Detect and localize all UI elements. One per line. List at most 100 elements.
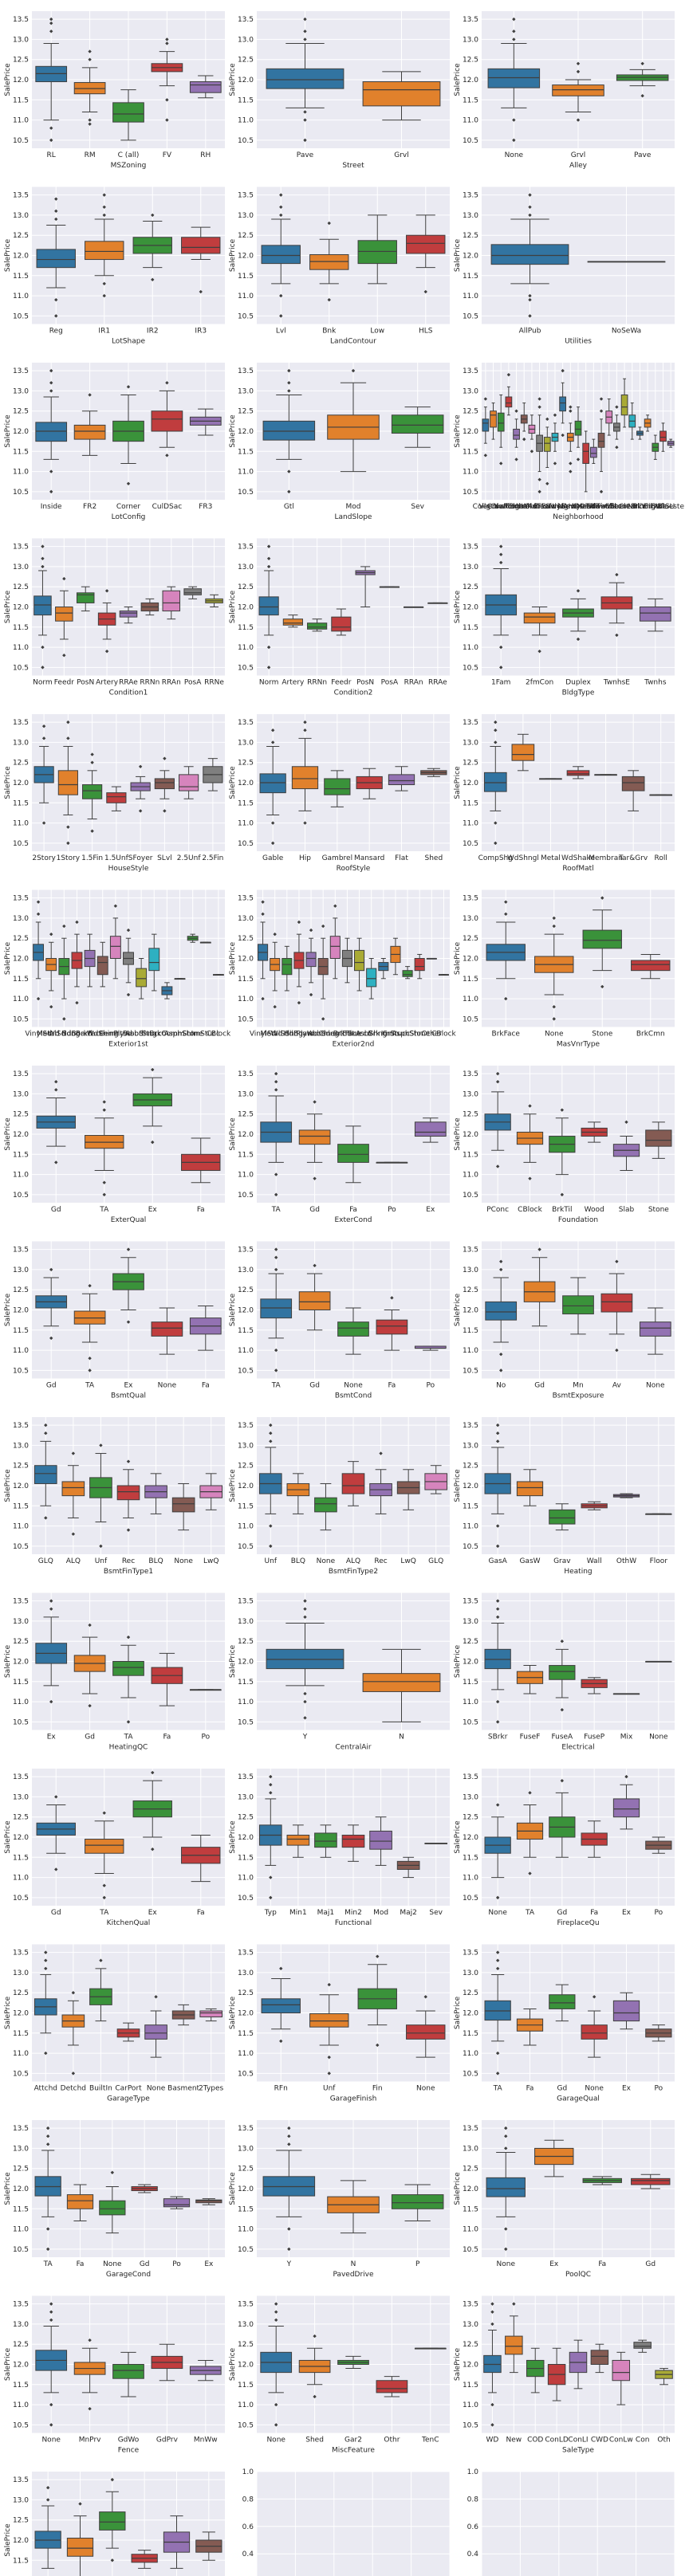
y-axis-label: SalePrice (454, 2172, 462, 2205)
box-attchd (33, 1950, 57, 2056)
y-tick-label: 12.5 (463, 1638, 478, 1646)
flier-point (512, 138, 516, 143)
box-cmentbd (329, 904, 341, 980)
y-axis-label: SalePrice (229, 1117, 237, 1151)
x-axis-label: KitchenQual (107, 1919, 151, 1927)
box-ex (534, 2139, 574, 2177)
x-tick-label: PosA (184, 679, 202, 687)
iqr-box (559, 396, 567, 412)
y-tick-label: 12.5 (13, 1638, 29, 1646)
flier-point (499, 645, 503, 650)
x-tick-label: Y (302, 1734, 308, 1742)
box-noridge (505, 372, 513, 416)
x-tick-label: CollgCr (473, 503, 499, 511)
y-tick-label: 13.5 (238, 2301, 254, 2309)
y-tick-label: 13.5 (13, 1070, 29, 1078)
flier-point (88, 57, 92, 61)
box-fr3 (189, 408, 222, 436)
x-axis-label: GarageCond (106, 2271, 151, 2279)
flier-point (313, 1100, 317, 1104)
y-tick-label: 12.0 (238, 428, 254, 436)
x-tick-label: None (147, 2085, 166, 2093)
flier-point (615, 633, 619, 638)
x-tick-label: Ex (622, 2085, 632, 2093)
flier-point (54, 314, 58, 318)
y-tick-label: 10.5 (238, 1015, 254, 1023)
iqr-box (66, 2194, 94, 2209)
iqr-box (76, 592, 95, 603)
flier-point (75, 920, 79, 925)
box-rrnn (307, 618, 328, 632)
flier-point (499, 461, 503, 465)
y-tick-label: 13.5 (13, 1247, 29, 1255)
x-tick-label: Wood (585, 1206, 604, 1214)
x-tick-label: TA (99, 1206, 109, 1214)
x-tick-label: Ex (47, 1734, 57, 1742)
box-conlw (612, 2351, 631, 2405)
flier-point (88, 1368, 92, 1372)
x-tick-label: Tar&Grv (618, 854, 648, 862)
flier-point (154, 1995, 158, 1999)
iqr-box (376, 1319, 408, 1335)
x-tick-label: Oth (657, 2437, 670, 2444)
flier-point (287, 469, 291, 473)
x-tick-label: NridgHt (549, 503, 577, 511)
flier-point (49, 381, 53, 385)
y-tick-label: 13.5 (238, 1247, 254, 1255)
flier-point (49, 2423, 53, 2427)
iqr-box (181, 237, 221, 254)
flier-point (495, 1599, 500, 1603)
y-tick-label: 11.5 (463, 448, 478, 456)
flier-point (495, 2051, 500, 2056)
x-tick-label: LwQ (400, 1557, 415, 1565)
flier-point (138, 809, 143, 813)
subplot-utilities: 10.5 11.0 11.5 12.0 12.5 13.0 13.5 SalePrice All… (454, 187, 675, 346)
y-axis-label: SalePrice (229, 2172, 237, 2205)
flier-point (36, 900, 41, 904)
iqr-box (549, 1994, 576, 2009)
flier-point (44, 2051, 48, 2056)
iqr-box (612, 2359, 631, 2382)
iqr-box (483, 772, 507, 792)
x-tick-label: RRAe (119, 679, 138, 687)
iqr-box (366, 968, 377, 988)
box-gd (36, 1795, 76, 1871)
iqr-box (414, 958, 425, 972)
y-axis-label: SalePrice (229, 2347, 237, 2381)
x-tick-label: Maj1 (317, 1909, 335, 1917)
box-none (144, 1995, 167, 2058)
x-tick-label: Pave (634, 151, 652, 159)
iqr-box (171, 1497, 195, 1513)
x-tick-label: Somerst (510, 503, 540, 511)
iqr-box (73, 424, 106, 440)
iqr-box (298, 1291, 331, 1311)
flier-point (88, 1357, 92, 1361)
box-othw (612, 1493, 640, 1498)
box-normal (34, 2486, 61, 2569)
subplot-miscfeature: 10.5 11.0 11.5 12.0 12.5 13.0 13.5 SalePrice Non… (229, 2295, 450, 2455)
x-tick-label: GdWo (118, 2437, 140, 2444)
flier-point (54, 1795, 58, 1799)
y-tick-label: 13.5 (238, 544, 254, 552)
y-tick-label: 12.0 (238, 77, 254, 84)
y-axis-label: SalePrice (229, 766, 237, 799)
y-tick-label: 12.5 (463, 1814, 478, 1822)
flier-point (279, 293, 283, 298)
x-axis-label: Exterior2nd (333, 1041, 375, 1049)
flier-point (303, 29, 307, 33)
x-tick-label: FR2 (83, 503, 96, 511)
flier-point (266, 645, 271, 650)
y-tick-label: 10.5 (13, 489, 29, 497)
box-mod (327, 368, 380, 473)
box-maj2 (396, 1856, 420, 1879)
y-tick-label: 12.5 (13, 583, 29, 591)
y-tick-label: 10.5 (463, 489, 478, 497)
x-tick-label: RRAn (162, 679, 181, 687)
y-tick-label: 10.5 (463, 1192, 478, 1200)
y-tick-label: 13.5 (463, 895, 478, 903)
box-gtl (262, 368, 316, 494)
y-tick-label: 13.0 (13, 915, 29, 923)
x-tick-label: TA (85, 1382, 95, 1390)
subplot-exterior2nd: 10.5 11.0 11.5 12.0 12.5 13.0 13.5 SalePrice Vin… (229, 889, 457, 1049)
iqr-box (261, 245, 301, 265)
